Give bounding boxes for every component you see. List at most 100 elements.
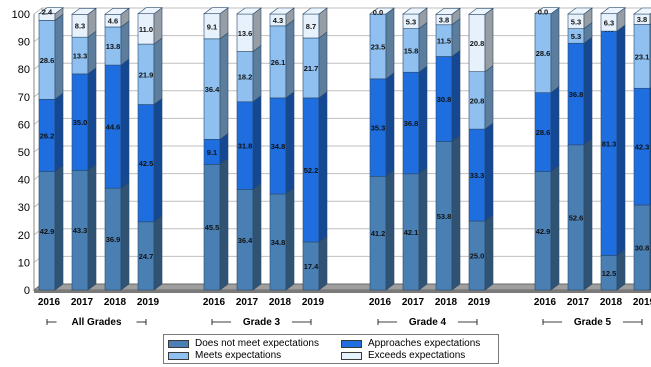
bar-segment: 42.3 bbox=[633, 87, 651, 206]
bar-segment-side bbox=[252, 95, 262, 191]
bar-top bbox=[269, 7, 295, 15]
bar-segment: 36.4 bbox=[203, 32, 229, 140]
bar-segment-side bbox=[87, 163, 97, 291]
bar-segment: 34.8 bbox=[269, 187, 295, 291]
group-label-text: All Grades bbox=[71, 317, 121, 328]
bar-segment: 3.8 bbox=[633, 7, 651, 26]
bar-segment: 26.2 bbox=[38, 92, 64, 173]
bar-segment: 4.3 bbox=[269, 7, 295, 27]
bar-segment-side bbox=[285, 19, 295, 99]
bar-top bbox=[435, 7, 461, 15]
data-label: 30.8 bbox=[437, 95, 452, 104]
y-tick-label: 80 bbox=[18, 64, 30, 76]
bar-segment: 28.6 bbox=[534, 86, 560, 173]
bar-top bbox=[71, 7, 97, 15]
data-label: 11.5 bbox=[437, 37, 451, 46]
bar-segment-side bbox=[451, 49, 461, 143]
bar-segment: 23.1 bbox=[633, 23, 651, 89]
legend-item-exceeds: Exceeds expectations bbox=[341, 349, 465, 362]
data-label: 2.4 bbox=[42, 8, 53, 17]
bar-segment-side bbox=[285, 187, 295, 291]
bar-segment-side bbox=[285, 91, 295, 195]
data-label: 35.0 bbox=[73, 118, 88, 127]
x-tick-label: 2018 bbox=[269, 297, 292, 308]
data-label: 15.8 bbox=[404, 46, 419, 55]
bar-segment-side bbox=[153, 37, 163, 106]
legend-item-does-not-meet: Does not meet expectations bbox=[168, 337, 319, 350]
bar-segment-side bbox=[583, 36, 593, 146]
data-label: 9.1 bbox=[207, 148, 217, 157]
x-tick-label: 2017 bbox=[567, 297, 590, 308]
bar-segment-side bbox=[550, 86, 560, 173]
bar-top bbox=[302, 7, 328, 15]
legend-label: Approaches expectations bbox=[368, 338, 481, 349]
bar-segment-side bbox=[54, 164, 64, 291]
x-tick-label: 2019 bbox=[468, 297, 491, 308]
y-tick-label: 10 bbox=[18, 257, 30, 269]
legend-swatch bbox=[341, 339, 362, 348]
data-label: 52.6 bbox=[569, 213, 584, 222]
data-label: 45.5 bbox=[205, 223, 220, 232]
group-label: Grade 3 bbox=[211, 317, 312, 328]
bar-segment-side bbox=[451, 18, 461, 58]
data-label: 20.8 bbox=[470, 39, 485, 48]
data-label: 43.3 bbox=[73, 226, 88, 235]
bar-top bbox=[104, 7, 130, 15]
x-tick-label: 2018 bbox=[435, 297, 458, 308]
legend-swatch bbox=[168, 339, 189, 348]
data-label: 42.3 bbox=[635, 143, 650, 152]
bar-segment: 31.8 bbox=[236, 95, 262, 191]
legend-label: Meets expectations bbox=[195, 350, 282, 361]
data-label: 23.5 bbox=[371, 42, 386, 51]
bar-segment-side bbox=[87, 30, 97, 75]
bar-segment-side bbox=[219, 157, 229, 291]
data-label: 12.5 bbox=[602, 269, 617, 278]
bar-top bbox=[203, 7, 229, 15]
group-labels: All Grades Grade 3 Grade 4 Grade 5 bbox=[46, 317, 643, 328]
data-label: 28.6 bbox=[536, 128, 551, 137]
data-label: 36.4 bbox=[205, 85, 220, 94]
group-label: Grade 5 bbox=[542, 317, 643, 328]
bar-segment: 21.7 bbox=[302, 31, 328, 99]
bar-segment: 44.6 bbox=[104, 58, 130, 189]
bar-top bbox=[137, 7, 163, 15]
y-tick-label: 70 bbox=[18, 92, 30, 104]
bar-segment: 30.8 bbox=[633, 203, 651, 291]
bar-segment-side bbox=[120, 58, 130, 189]
bar-segment-side bbox=[252, 7, 262, 53]
bar-segment: 9.1 bbox=[203, 132, 229, 166]
bar-segment-side bbox=[153, 97, 163, 223]
bar-segment: 8.7 bbox=[302, 7, 328, 39]
data-label: 30.8 bbox=[635, 243, 650, 252]
bar-segment: 3.8 bbox=[435, 7, 461, 26]
bar-segment-side bbox=[318, 235, 328, 291]
bar-top bbox=[600, 7, 626, 15]
group-label: Grade 4 bbox=[377, 317, 478, 328]
data-label: 13.3 bbox=[73, 52, 88, 61]
bar-segment-side bbox=[484, 214, 494, 291]
bar-top bbox=[236, 7, 262, 15]
bar-segment: 42.9 bbox=[38, 164, 64, 291]
x-tick-label: 2018 bbox=[104, 297, 127, 308]
bar-segment: 36.8 bbox=[402, 65, 428, 175]
bar-segment-side bbox=[252, 44, 262, 103]
bar-segment-side bbox=[318, 31, 328, 99]
x-tick-label: 2017 bbox=[402, 297, 425, 308]
data-label: 28.6 bbox=[40, 56, 55, 65]
x-tick-label: 2019 bbox=[302, 297, 325, 308]
bar-segment: 45.5 bbox=[203, 157, 229, 291]
group-label-text: Grade 5 bbox=[574, 317, 612, 328]
data-label: 52.2 bbox=[304, 166, 319, 175]
bar-segment-side bbox=[87, 67, 97, 172]
bar-segment: 36.9 bbox=[104, 181, 130, 291]
data-label: 4.3 bbox=[273, 16, 283, 25]
y-tick-label: 40 bbox=[18, 175, 30, 187]
floor-front bbox=[34, 290, 651, 293]
data-label: 8.3 bbox=[75, 22, 85, 31]
data-label: 42.9 bbox=[536, 227, 551, 236]
x-axis-labels: 2016 2017 2018 2019 2016 2017 2018 2019 2016 2017… bbox=[38, 297, 651, 308]
bar-top bbox=[567, 7, 593, 15]
y-tick-label: 0 bbox=[24, 285, 30, 297]
data-label: 35.3 bbox=[371, 124, 386, 133]
